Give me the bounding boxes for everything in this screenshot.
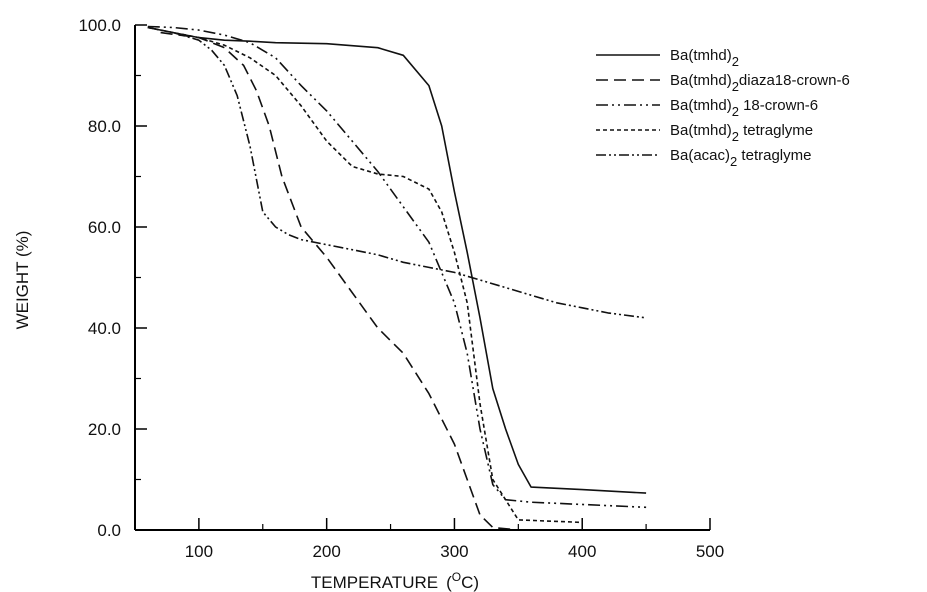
series-line-1 <box>147 26 647 494</box>
legend-label-base: Ba(tmhd) <box>670 47 732 64</box>
tick-labels: 100 200 300 400 500 0.0 20.0 40.0 60.0 80.0 100.0 <box>78 16 724 561</box>
tick-marks <box>135 24 711 531</box>
x-axis-unit-rest: C) <box>461 573 479 592</box>
legend-label-base: Ba(tmhd) <box>670 72 732 89</box>
y-tick-label: 20.0 <box>88 420 121 439</box>
legend-label-subscript: 2 <box>732 54 739 69</box>
series-line-3 <box>147 25 647 509</box>
x-axis-unit-open: ( <box>446 573 452 592</box>
legend-label: Ba(acac)2 tetraglyme <box>670 147 811 169</box>
x-tick-label: 200 <box>312 542 340 561</box>
legend-label-subscript: 2 <box>730 154 737 169</box>
x-axis-unit-sup: O <box>452 570 461 584</box>
y-tick-label: 60.0 <box>88 218 121 237</box>
legend-label-rest: diaza18-crown-6 <box>739 72 850 89</box>
legend: Ba(tmhd)2Ba(tmhd)2diaza18-crown-6Ba(tmhd… <box>596 47 850 169</box>
series-line-4 <box>147 26 583 524</box>
x-tick-label: 100 <box>185 542 213 561</box>
y-tick-label: 80.0 <box>88 117 121 136</box>
series-line-5 <box>147 26 647 319</box>
legend-label-base: Ba(acac) <box>670 147 730 164</box>
legend-label-base: Ba(tmhd) <box>670 97 732 114</box>
x-tick-label: 400 <box>568 542 596 561</box>
y-tick-label: 100.0 <box>78 16 121 35</box>
x-axis-title: TEMPERATURE (OC) <box>311 570 479 592</box>
legend-label-subscript: 2 <box>732 104 739 119</box>
legend-label-subscript: 2 <box>732 129 739 144</box>
legend-label: Ba(tmhd)2 tetraglyme <box>670 122 813 144</box>
x-axis-title-text: TEMPERATURE <box>311 573 438 592</box>
legend-label-subscript: 2 <box>732 79 739 94</box>
legend-label-rest: 18-crown-6 <box>739 97 818 114</box>
legend-label: Ba(tmhd)2 18-crown-6 <box>670 97 818 119</box>
legend-label-rest: tetraglyme <box>739 122 813 139</box>
legend-label-rest: tetraglyme <box>737 147 811 164</box>
axes <box>134 25 710 531</box>
series-line-2 <box>160 31 519 531</box>
y-tick-label: 0.0 <box>97 521 121 540</box>
legend-label: Ba(tmhd)2diaza18-crown-6 <box>670 72 850 94</box>
x-tick-label: 500 <box>696 542 724 561</box>
y-tick-label: 40.0 <box>88 319 121 338</box>
plot-area <box>147 25 647 531</box>
x-tick-label: 300 <box>440 542 468 561</box>
y-axis-title: WEIGHT (%) <box>13 231 32 330</box>
legend-label: Ba(tmhd)2 <box>670 47 739 69</box>
legend-label-base: Ba(tmhd) <box>670 122 732 139</box>
